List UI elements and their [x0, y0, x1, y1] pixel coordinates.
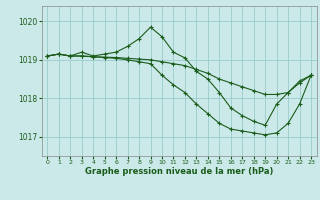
X-axis label: Graphe pression niveau de la mer (hPa): Graphe pression niveau de la mer (hPa): [85, 167, 273, 176]
